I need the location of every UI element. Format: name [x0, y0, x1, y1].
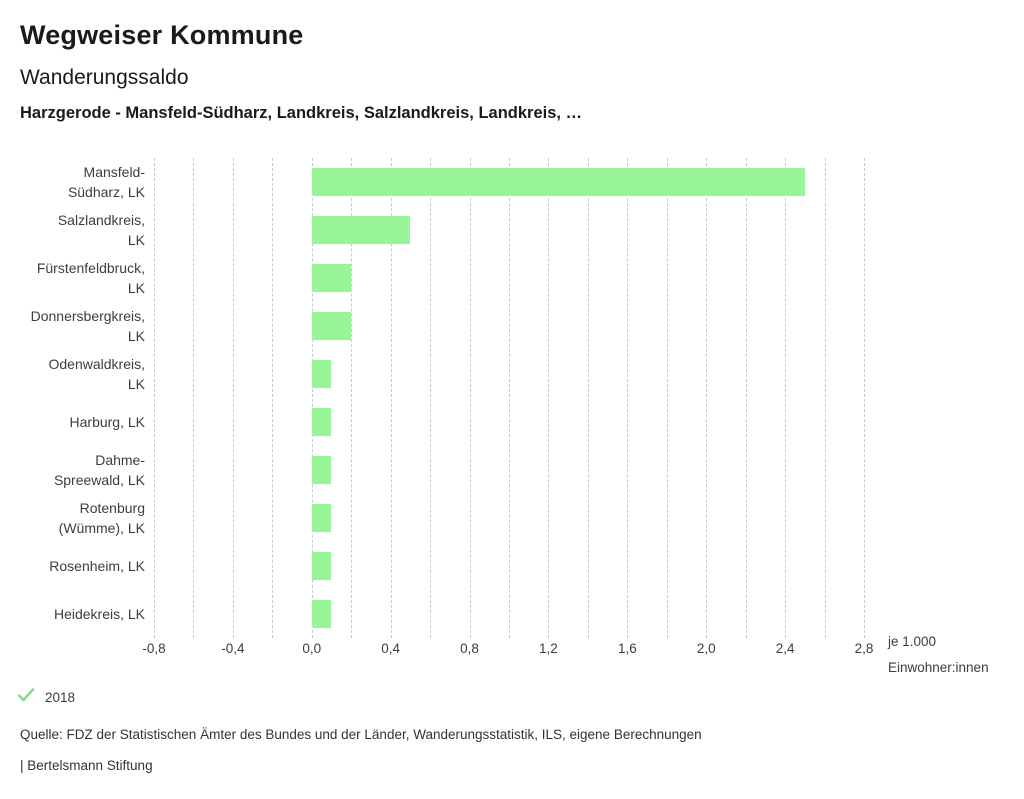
x-tick-label: 1,2 — [539, 641, 558, 656]
gridline — [390, 158, 392, 638]
x-tick-label: 1,6 — [617, 641, 637, 656]
x-tick-label: 0,0 — [302, 641, 322, 656]
gridline — [154, 158, 155, 638]
category-label: Harburg, LK — [69, 414, 145, 430]
category-label: Rosenheim, LK — [49, 558, 145, 574]
gridline — [745, 158, 747, 638]
axis-unit-caption: je 1.000 Einwohner:innen — [888, 629, 989, 681]
gridline — [469, 158, 471, 638]
x-axis: -0,8 -0,4 0,0 0,4 0,8 1,2 1,6 2,0 2,4 2,8 — [142, 641, 873, 657]
category-label: Fürstenfeldbruck, LK — [36, 260, 145, 296]
bar-2[interactable] — [311, 216, 411, 244]
bar-4[interactable] — [311, 312, 352, 340]
check-icon — [17, 687, 35, 708]
gridline — [548, 158, 550, 638]
category-label: Dahme- Spreewald, LK — [53, 452, 145, 488]
x-tick-label: 0,4 — [381, 641, 401, 656]
source-text: Quelle: FDZ der Statistischen Ämter des … — [20, 727, 702, 742]
gridline — [193, 158, 195, 638]
category-label: Salzlandkreis, LK — [57, 212, 145, 248]
gridline — [666, 158, 668, 638]
gridline — [587, 158, 589, 638]
bar-7[interactable] — [311, 456, 332, 484]
gridline — [706, 158, 708, 638]
gridline — [311, 158, 313, 638]
bar-1[interactable] — [311, 168, 805, 196]
bar-6[interactable] — [311, 408, 332, 436]
gridline — [785, 158, 787, 638]
category-label: Heidekreis, LK — [53, 606, 145, 622]
axis-unit-line-1: je 1.000 — [888, 634, 937, 649]
gridline — [232, 158, 234, 638]
x-tick-label: -0,8 — [142, 641, 166, 656]
axis-unit-line-2: Einwohner:innen — [888, 660, 989, 675]
app-title: Wegweiser Kommune — [20, 20, 304, 50]
x-tick-label: -0,4 — [221, 641, 245, 656]
category-label: Odenwaldkreis, LK — [48, 356, 146, 392]
attribution-text: | Bertelsmann Stiftung — [20, 758, 153, 773]
legend-label: 2018 — [45, 690, 76, 705]
chart-subtitle: Harzgerode - Mansfeld-Südharz, Landkreis… — [20, 104, 583, 122]
plot-area — [154, 158, 865, 638]
bar-10[interactable] — [311, 600, 332, 628]
bar-3[interactable] — [311, 264, 352, 292]
gridline — [272, 158, 274, 638]
category-label: Rotenburg (Wümme), LK — [58, 500, 145, 536]
category-axis: Mansfeld- Südharz, LK Salzlandkreis, LK Fürs… — [0, 158, 145, 638]
bar-8[interactable] — [311, 504, 332, 532]
x-tick-label: 2,4 — [775, 641, 795, 656]
x-tick-label: 2,0 — [696, 641, 716, 656]
legend-item-2018[interactable]: 2018 — [17, 687, 75, 708]
bar-5[interactable] — [311, 360, 332, 388]
x-tick-label: 0,8 — [460, 641, 479, 656]
gridline — [509, 158, 510, 638]
x-tick-label: 2,8 — [854, 641, 874, 656]
gridline — [824, 158, 826, 638]
category-label: Mansfeld- Südharz, LK — [67, 164, 145, 200]
bar-chart: Mansfeld- Südharz, LK Salzlandkreis, LK Fürs… — [0, 158, 1024, 638]
gridline — [864, 158, 865, 638]
gridline — [430, 158, 432, 638]
bar-9[interactable] — [311, 552, 332, 580]
gridline — [351, 158, 353, 638]
category-label: Donnersbergkreis, LK — [30, 308, 145, 344]
gridline — [627, 158, 629, 638]
chart-title: Wanderungssaldo — [20, 66, 189, 89]
